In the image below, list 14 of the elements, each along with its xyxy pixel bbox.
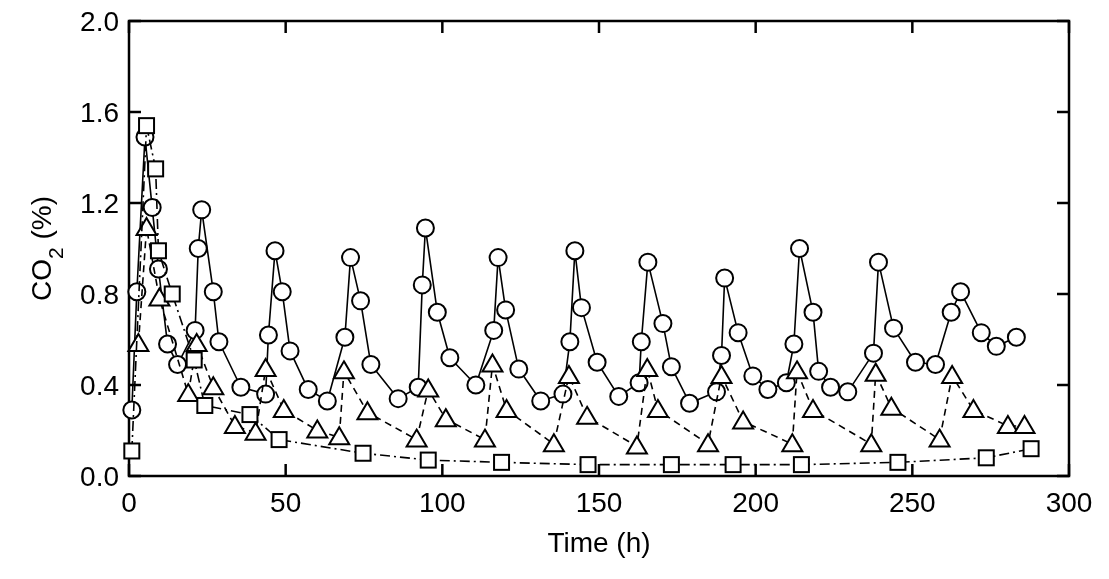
y-tick-label: 2.0 [80, 5, 119, 37]
x-tick-label: 50 [270, 487, 302, 518]
x-tick-label: 0 [121, 487, 137, 518]
y-tick-label: 0.4 [80, 369, 119, 401]
x-axis-title: Time (h) [547, 527, 651, 558]
x-tick-label: 150 [575, 487, 623, 518]
y-tick-label: 0.8 [80, 278, 119, 310]
x-tick-label: 100 [418, 487, 466, 518]
x-tick-label: 200 [732, 487, 780, 518]
x-tick-label: 250 [888, 487, 936, 518]
y-tick-label: 1.6 [80, 96, 119, 128]
y-tick-label: 1.2 [80, 187, 119, 219]
x-tick-label: 300 [1045, 487, 1093, 518]
y-tick-label: 0.0 [80, 460, 119, 492]
